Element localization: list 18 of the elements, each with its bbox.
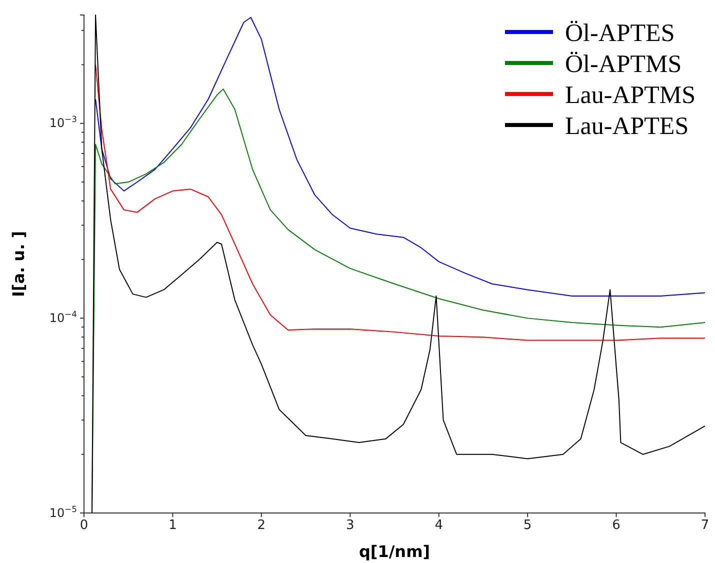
x-tick-label: 0 <box>80 518 88 534</box>
y-tick-label: 10$^{−5}$ <box>49 504 77 520</box>
x-tick-label: 2 <box>257 518 266 534</box>
x-tick-label: 1 <box>168 518 177 534</box>
x-tick-label: 4 <box>434 518 443 534</box>
y-tick-label: 10$^{−4}$ <box>49 309 77 326</box>
x-tick-label: 7 <box>700 518 710 534</box>
line-series <box>95 16 706 296</box>
y-tick-label: 10$^{−3}$ <box>49 114 77 130</box>
legend-label: Öl-APTES <box>565 20 675 47</box>
x-tick-label: 3 <box>346 518 354 534</box>
x-axis-title: q[1/nm] <box>358 542 430 561</box>
y-axis-title: I[a. u. ] <box>9 230 28 298</box>
legend-label: Lau-APTES <box>565 113 689 140</box>
x-tick-label: 6 <box>612 518 620 534</box>
legend-label: Öl-APTMS <box>565 51 682 78</box>
legend-label: Lau-APTMS <box>565 82 696 109</box>
x-tick-label: 5 <box>523 518 532 534</box>
